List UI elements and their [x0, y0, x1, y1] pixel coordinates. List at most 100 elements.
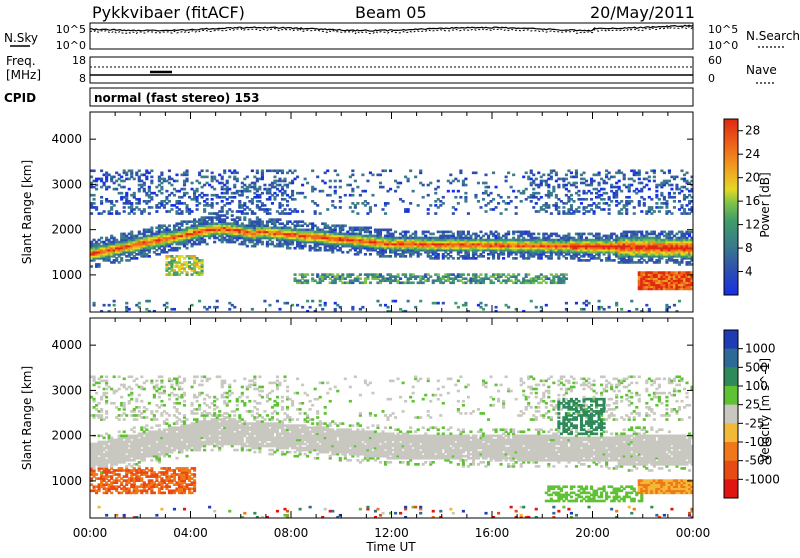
power-cell	[344, 194, 347, 197]
power-cell	[590, 192, 593, 195]
power-cell	[351, 273, 354, 276]
power-cell	[283, 178, 286, 181]
power-cell	[304, 178, 307, 181]
power-cell	[598, 202, 601, 205]
power-cell	[263, 204, 266, 207]
power-cell	[319, 304, 322, 307]
velocity-cell	[98, 386, 101, 389]
power-cell	[361, 174, 364, 177]
power-cell	[495, 206, 498, 209]
power-cell	[459, 169, 462, 172]
power-cell	[228, 176, 231, 179]
power-cell	[120, 192, 123, 195]
power-cell	[442, 196, 445, 199]
power-cell	[402, 200, 405, 203]
power-cell	[150, 176, 153, 179]
power-cell	[452, 212, 455, 215]
power-cell	[467, 273, 470, 276]
power-cell	[123, 210, 126, 213]
freq-unit-label: [MHz]	[6, 68, 41, 82]
power-cell	[497, 233, 500, 236]
power-cell	[246, 196, 249, 199]
power-cell	[623, 174, 626, 177]
power-cell	[487, 186, 490, 189]
power-cell	[537, 172, 540, 175]
power-cell	[238, 216, 241, 219]
power-cell	[314, 210, 317, 213]
power-cell	[484, 174, 487, 177]
power-cell	[565, 277, 568, 280]
power-cell	[618, 180, 621, 183]
power-cell	[253, 212, 256, 215]
power-cell	[570, 204, 573, 207]
power-cell	[437, 273, 440, 276]
power-cell	[640, 210, 643, 213]
power-cell	[143, 182, 146, 185]
power-cell	[286, 200, 289, 203]
power-cell	[507, 196, 510, 199]
power-cell	[577, 206, 580, 209]
power-cell	[296, 210, 299, 213]
nsearch-label: N.Search	[746, 29, 800, 43]
power-cell	[351, 188, 354, 191]
power-cell	[155, 194, 158, 197]
power-cell	[95, 206, 98, 209]
power-cell	[339, 200, 342, 203]
freq-strip-frame	[90, 57, 693, 83]
power-cell	[165, 302, 168, 305]
power-cell	[474, 172, 477, 175]
power-cell	[512, 190, 515, 193]
power-cell	[183, 188, 186, 191]
power-cell	[113, 176, 116, 179]
power-cell	[630, 300, 633, 303]
power-cell	[547, 204, 550, 207]
power-cell	[191, 182, 194, 185]
power-cell	[165, 190, 168, 193]
power-cell	[251, 169, 254, 172]
power-cell	[648, 188, 651, 191]
power-cell	[236, 178, 239, 181]
power-cell	[261, 241, 264, 244]
power-cell	[414, 176, 417, 179]
power-cell	[281, 204, 284, 207]
power-cell	[296, 176, 299, 179]
power-cell	[467, 231, 470, 234]
power-cell	[213, 188, 216, 191]
power-cell	[314, 188, 317, 191]
power-cell	[580, 202, 583, 205]
velocity-cell	[105, 392, 108, 395]
power-cell	[381, 186, 384, 189]
power-cell	[93, 169, 96, 172]
power-cell	[452, 233, 455, 236]
power-cell	[449, 174, 452, 177]
power-cell	[407, 300, 410, 303]
power-cell	[643, 202, 646, 205]
power-cell	[216, 202, 219, 205]
power-cell	[673, 206, 676, 209]
power-cell	[211, 172, 214, 175]
power-cell	[640, 231, 643, 234]
power-cell	[301, 210, 304, 213]
power-cell	[206, 176, 209, 179]
power-cell	[319, 300, 322, 303]
power-cell	[213, 241, 216, 244]
power-cell	[565, 174, 568, 177]
power-cell	[505, 208, 508, 211]
power-cell	[339, 186, 342, 189]
power-cell	[412, 190, 415, 193]
power-cell	[334, 180, 337, 183]
power-cell	[648, 180, 651, 183]
power-cell	[567, 190, 570, 193]
power-cell	[334, 190, 337, 193]
power-cell	[680, 204, 683, 207]
power-cell	[603, 208, 606, 211]
power-cell	[175, 180, 178, 183]
power-cell	[261, 169, 264, 172]
power-cell	[645, 304, 648, 307]
freq-label: Freq.	[6, 54, 36, 68]
power-cell	[515, 257, 518, 260]
power-cell	[125, 192, 128, 195]
power-cell	[191, 210, 194, 213]
power-cell	[278, 308, 281, 311]
power-cell	[457, 202, 460, 205]
